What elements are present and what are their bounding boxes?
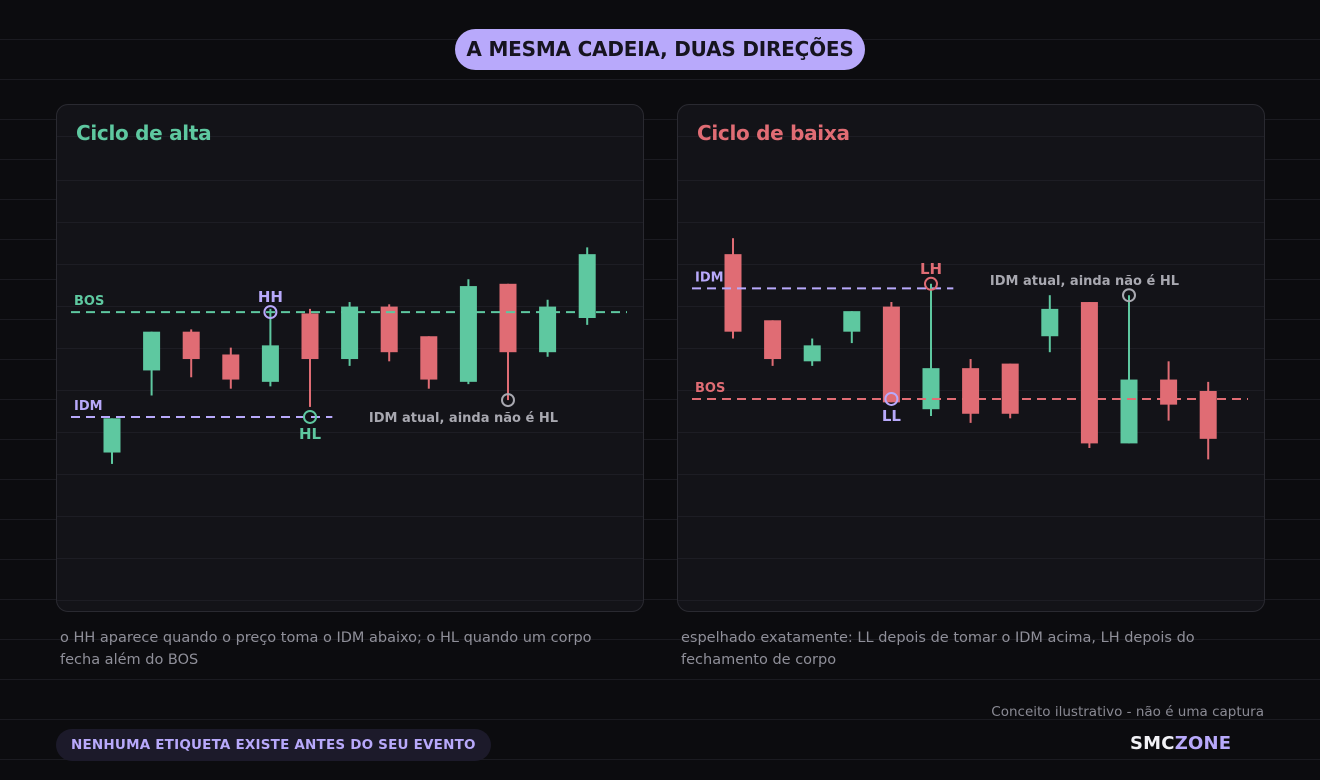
marker-circle [303,409,317,424]
candle-body-bullish [103,418,121,453]
bearish-cycle-caption: espelhado exatamente: LL depois de tomar… [681,630,1195,668]
bullish-cycle-title: Ciclo de alta [76,121,212,145]
candle-body-bearish [301,313,319,360]
brand-part-2: ZONE [1174,733,1232,754]
candle-body-bullish [1120,379,1138,444]
marker-note: IDM atual, ainda não é HL [369,411,558,426]
marker-label-ll: LL [882,407,902,425]
page-title: A MESMA CADEIA, DUAS DIREÇÕES [455,29,865,70]
bullish-cycle-chart: BOS IDM HH HL IDM atual, ainda não é HL [71,247,627,464]
level-label-idm: IDM [695,270,724,285]
candle-body-bearish [724,254,742,332]
marker-label-hh: HH [258,288,283,306]
candle-body-bullish [341,306,359,360]
candle-body-bullish [1041,308,1059,337]
candle-body-bearish [882,306,900,403]
candle-body-bullish [539,306,557,353]
candle-body-bearish [1001,363,1019,414]
candle-body-bearish [380,306,398,353]
brand-logo: SMCZONE [1130,733,1231,754]
candle-body-bullish [803,345,821,362]
candle-body-bullish [143,331,161,371]
candle-body-bearish [222,354,240,380]
candle-body-bearish [420,336,438,380]
disclaimer-note: Conceito ilustrativo - não é uma captura [991,704,1264,720]
candle-body-bullish [922,368,940,410]
level-label-bos: BOS [695,381,725,396]
marker-circle [501,393,515,408]
marker-label-lh: LH [920,260,942,278]
candle-body-bearish [499,283,517,353]
bearish-cycle-title: Ciclo de baixa [697,121,850,145]
candle-body-bullish [261,345,279,382]
level-label-idm: IDM [74,399,103,414]
marker-circle [884,391,899,406]
candle-body-bearish [182,331,200,360]
bullish-cycle-caption: o HH aparece quando o preço toma o IDM a… [60,630,592,668]
candle-body-bearish [1080,302,1098,444]
candle-body-bullish [843,311,861,332]
candle-body-bullish [578,254,596,318]
bearish-cycle-panel: Ciclo de baixa IDM BOS LH LL IDM atual, aind… [677,104,1265,612]
marker-note: IDM atual, ainda não é HL [990,274,1179,289]
bullish-cycle-panel: Ciclo de alta BOS IDM HH HL IDM atual, ainda… [56,104,644,612]
candle-body-bearish [764,320,782,360]
candle-body-bullish [459,286,477,382]
marker-circle [263,305,278,320]
marker-circle [924,276,938,291]
marker-circle [1122,288,1136,303]
candle-body-bearish [962,368,980,414]
candle-body-bearish [1160,379,1178,405]
footer-badge: NENHUMA ETIQUETA EXISTE ANTES DO SEU EVE… [56,729,491,761]
marker-label-hl: HL [299,425,322,443]
bearish-cycle-chart: IDM BOS LH LL IDM atual, ainda não é HL [692,238,1248,460]
candle-body-bearish [1199,390,1217,439]
level-label-bos: BOS [74,294,104,309]
brand-part-1: SMC [1130,733,1175,754]
